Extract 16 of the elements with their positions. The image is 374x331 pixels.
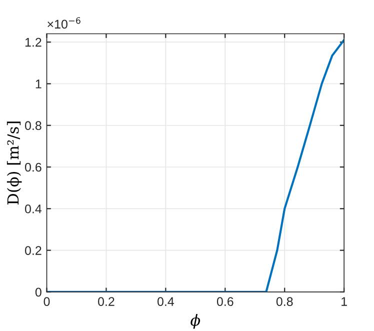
x-tick-label: 0.8 [276,297,293,306]
x-tick-label: 0.6 [216,297,234,306]
y-tick-label: 1 [36,80,42,88]
y-tick-label: 0 [35,288,42,297]
x-tick-label: 1 [342,297,347,306]
y-tick-label: 0.8 [25,121,42,130]
text: ×10$^{−6}$ [48,17,80,29]
y-tick-label: 1.2 [25,38,42,47]
y-tick-label: 0.2 [25,246,42,255]
x-tick-label: 0 [44,297,50,306]
y-axis-title: D(ϕ) [m²/s] [6,122,22,204]
x-tick-label: 0.4 [157,297,174,306]
x-axis-title: ϕ [190,314,200,329]
y-tick-label: 0.6 [25,162,42,172]
x-tick-label: 0.2 [98,297,114,306]
y-tick-label: 0.4 [25,204,42,214]
